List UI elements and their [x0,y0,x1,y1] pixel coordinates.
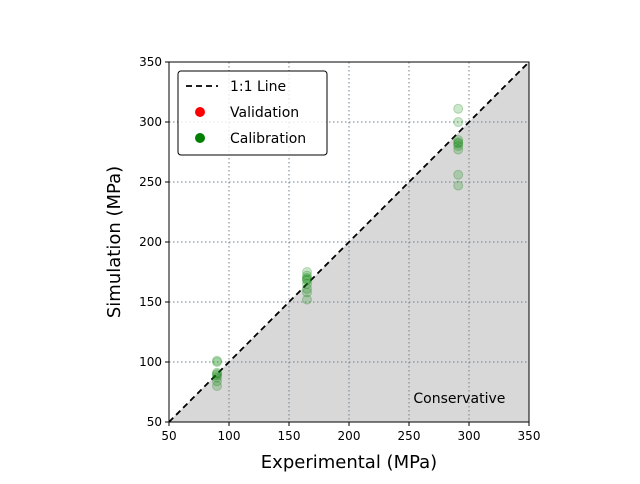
legend-label: Calibration [230,131,306,147]
axes: 50 100 150 200 250 300 350 50 100 150 200 250 300 350… [104,55,540,473]
calibration-point [453,180,464,191]
legend-calibration-swatch [195,133,205,143]
legend-validation-swatch [195,107,205,117]
y-tick-label: 150 [139,295,162,309]
calibration-point [453,103,464,114]
calibration-point [212,369,222,379]
y-tick-label: 200 [139,235,162,249]
calibration-point [212,372,222,383]
conservative-annotation: Conservative [413,391,505,407]
x-tick-label: 50 [161,429,176,443]
calibration-point [212,355,222,366]
y-tick-label: 300 [139,115,162,129]
calibration-point [212,357,222,367]
x-tick-label: 200 [338,429,361,443]
y-axis-label: Simulation (MPa) [104,166,125,318]
y-tick-label: 50 [147,415,162,429]
calibration-point [212,367,222,378]
calibration-point [453,137,464,148]
x-axis-label: Experimental (MPa) [261,452,437,473]
calibration-point [453,169,464,180]
x-tick-label: 150 [278,429,301,443]
calibration-point [302,267,312,277]
calibration-point [302,274,312,285]
legend-label: 1:1 Line [230,79,286,95]
calibration-point [302,287,312,298]
calibration-point [302,273,312,283]
calibration-point [453,135,464,145]
x-tick-label: 350 [518,429,541,443]
one-to-one-line [168,61,530,423]
calibration-point [453,144,464,155]
calibration-point [302,279,312,289]
calibration-point [453,117,464,127]
calibration-point [302,270,312,281]
legend: 1:1 Line Validation Calibration [177,70,328,156]
y-tick-label: 100 [139,355,162,369]
calibration-point [302,283,312,294]
calibration-point [212,381,222,391]
plot-area: Conservative [168,61,530,423]
x-tick-label: 100 [218,429,241,443]
legend-box [177,70,328,156]
x-tick-label: 250 [398,429,421,443]
x-tick-label: 300 [458,429,481,443]
calibration-point [453,141,464,151]
calibration-point [212,376,222,387]
calibration-point [212,370,222,381]
y-tick-label: 250 [139,175,162,189]
calibration-point [302,275,312,286]
legend-label: Validation [230,105,299,121]
calibration-point [453,138,464,149]
y-tick-label: 350 [139,55,162,69]
calibration-point [302,294,312,305]
